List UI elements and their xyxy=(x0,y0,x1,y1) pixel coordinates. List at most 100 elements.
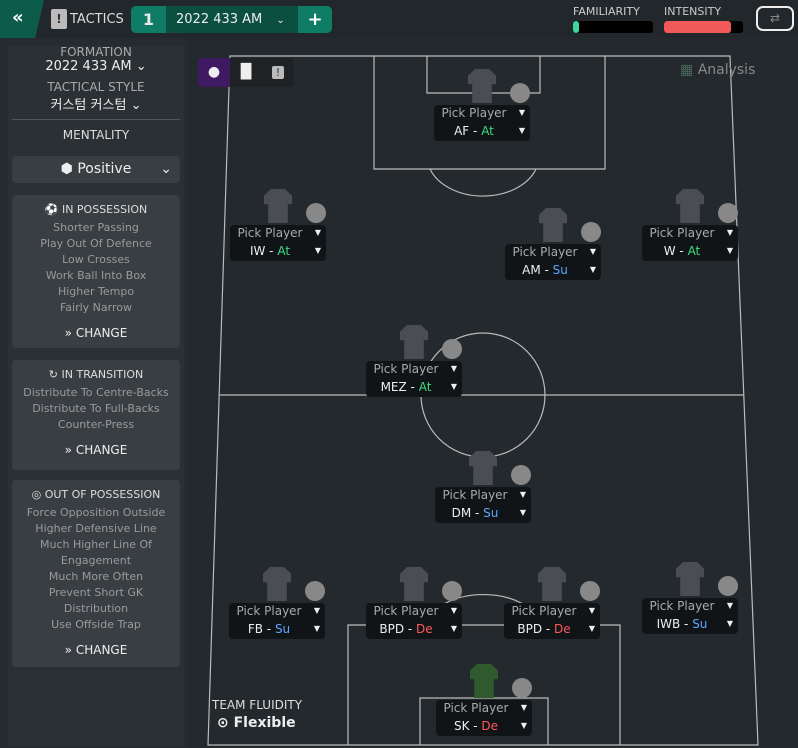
back-button[interactable]: « xyxy=(0,0,44,38)
formation-select[interactable]: 2022 433 AM ⌄ xyxy=(12,59,180,74)
formation-label: FORMATION xyxy=(60,45,132,59)
change-button[interactable]: » CHANGE xyxy=(12,643,180,657)
instruction-item: Low Crosses xyxy=(62,253,130,266)
instruction-item: Much Higher Line Of xyxy=(40,538,152,551)
mentality-value: Positive xyxy=(77,161,132,177)
player-slot[interactable]: Pick Player ▼ DM - Su ▼ xyxy=(435,487,531,523)
player-slot[interactable]: Pick Player ▼ MEZ - At ▼ xyxy=(366,361,462,397)
tactics-icon: ! xyxy=(51,9,67,29)
role-name: BPD xyxy=(379,622,405,636)
team-fluidity-value: ⊙ Flexible xyxy=(217,715,296,731)
double-chevron-right-icon: » xyxy=(64,643,73,657)
role-select[interactable]: W - At xyxy=(663,244,701,258)
duty: De xyxy=(416,622,433,636)
caret-down-icon: ▼ xyxy=(450,382,457,391)
tactical-style-value: 커스텀 커스텀 xyxy=(50,98,127,113)
player-shirt-icon xyxy=(539,208,567,242)
ball-icon: ⚽ xyxy=(44,203,59,216)
tactic-select[interactable]: 2022 433 AM ⌄ xyxy=(166,6,298,33)
caret-down-icon: ▼ xyxy=(726,601,733,610)
tactical-style-label: TACTICAL STYLE xyxy=(47,80,145,94)
player-view-button[interactable]: ● xyxy=(198,58,230,87)
pick-player-select[interactable]: Pick Player xyxy=(649,599,715,613)
player-shirt-icon xyxy=(676,562,704,596)
caret-down-icon: ▼ xyxy=(588,624,595,633)
duty: Su xyxy=(274,622,291,636)
pick-player-select[interactable]: Pick Player xyxy=(511,604,577,618)
role-select[interactable]: BPD - De xyxy=(517,622,571,636)
role-select[interactable]: MEZ - At xyxy=(380,380,432,394)
section-title: OUT OF POSSESSION xyxy=(44,488,161,501)
pick-player-select[interactable]: Pick Player xyxy=(512,245,578,259)
role-select[interactable]: AF - At xyxy=(454,124,494,138)
player-slot[interactable]: Pick Player ▼ IW - At ▼ xyxy=(230,225,326,261)
change-button[interactable]: » CHANGE xyxy=(12,326,180,340)
player-slot[interactable]: Pick Player ▼ AF - At ▼ xyxy=(434,105,530,141)
player-card: Pick Player ▼ IW - At ▼ xyxy=(230,225,326,261)
pick-player-select[interactable]: Pick Player xyxy=(237,226,303,240)
player-slot[interactable]: Pick Player ▼ IWB - Su ▼ xyxy=(642,598,738,634)
role-name: AM xyxy=(522,263,541,277)
analysis-button[interactable]: ▦ Analysis xyxy=(680,62,755,78)
change-button[interactable]: » CHANGE xyxy=(12,443,180,457)
player-card: Pick Player ▼ W - At ▼ xyxy=(642,225,738,261)
instructions-view-button[interactable]: ! xyxy=(262,58,294,87)
pick-player-select[interactable]: Pick Player xyxy=(443,701,509,715)
role-select[interactable]: AM - Su xyxy=(522,263,568,277)
player-slot[interactable]: Pick Player ▼ BPD - De ▼ xyxy=(366,603,462,639)
duty: At xyxy=(687,244,701,258)
intensity-bar[interactable] xyxy=(664,21,743,33)
role-select[interactable]: IW - At xyxy=(249,244,291,258)
duty: De xyxy=(554,622,571,636)
section-header: ↻ IN TRANSITION xyxy=(12,368,180,381)
player-slot[interactable]: Pick Player ▼ BPD - De ▼ xyxy=(504,603,600,639)
pick-player-select[interactable]: Pick Player xyxy=(236,604,302,618)
role-select[interactable]: BPD - De xyxy=(379,622,433,636)
role-select[interactable]: IWB - Su xyxy=(656,617,708,631)
section-title: IN POSSESSION xyxy=(61,203,148,216)
role-name: SK xyxy=(453,719,470,733)
player-slot[interactable]: Pick Player ▼ SK - De ▼ xyxy=(436,700,532,736)
tactics-icon: ! xyxy=(271,66,285,79)
stats-view-button[interactable]: ▐▌ xyxy=(230,58,262,87)
role-name: BPD xyxy=(517,622,543,636)
instruction-item: Distribution xyxy=(63,602,129,615)
player-card: Pick Player ▼ SK - De ▼ xyxy=(436,700,532,736)
pick-player-select[interactable]: Pick Player xyxy=(649,226,715,240)
formation-value: 2022 433 AM xyxy=(45,59,132,74)
player-shirt-icon xyxy=(400,325,428,359)
mentality-select[interactable]: ⬢ Positive ⌄ xyxy=(12,156,180,183)
pick-player-select[interactable]: Pick Player xyxy=(373,604,439,618)
player-status-icon xyxy=(511,465,531,485)
swap-button[interactable]: ⇄ xyxy=(756,6,794,31)
player-slot[interactable]: Pick Player ▼ AM - Su ▼ xyxy=(505,244,601,280)
caret-down-icon: ▼ xyxy=(450,606,457,615)
role-name: FB xyxy=(247,622,263,636)
role-select[interactable]: SK - De xyxy=(453,719,499,733)
role-name: W xyxy=(663,244,676,258)
instruction-item: Play Out Of Defence xyxy=(40,237,152,250)
role-select[interactable]: FB - Su xyxy=(247,622,291,636)
player-shirt-icon xyxy=(470,664,498,698)
add-tactic-button[interactable]: + xyxy=(298,6,332,33)
player-slot[interactable]: Pick Player ▼ FB - Su ▼ xyxy=(229,603,325,639)
pick-player-select[interactable]: Pick Player xyxy=(442,488,508,502)
player-shirt-icon xyxy=(400,567,428,601)
duty: At xyxy=(277,244,291,258)
duty: Su xyxy=(552,263,568,277)
tactic-number-tab[interactable]: 1 xyxy=(131,6,166,33)
role-select[interactable]: DM - Su xyxy=(451,506,499,520)
tactic-tab-group: 1 2022 433 AM ⌄ + xyxy=(131,6,332,33)
tactical-style-select[interactable]: 커스텀 커스텀 ⌄ xyxy=(12,94,180,113)
familiarity-bar[interactable] xyxy=(573,21,653,33)
role-name: AF xyxy=(454,124,470,138)
pick-player-select[interactable]: Pick Player xyxy=(373,362,439,376)
instruction-item: Engagement xyxy=(60,554,132,567)
section-title: IN TRANSITION xyxy=(61,368,144,381)
double-chevron-left-icon: « xyxy=(12,7,24,28)
player-slot[interactable]: Pick Player ▼ W - At ▼ xyxy=(642,225,738,261)
target-icon: ⊙ xyxy=(217,715,229,731)
instruction-item: Fairly Narrow xyxy=(59,301,132,314)
caret-down-icon: ▼ xyxy=(313,624,320,633)
pick-player-select[interactable]: Pick Player xyxy=(441,106,507,120)
